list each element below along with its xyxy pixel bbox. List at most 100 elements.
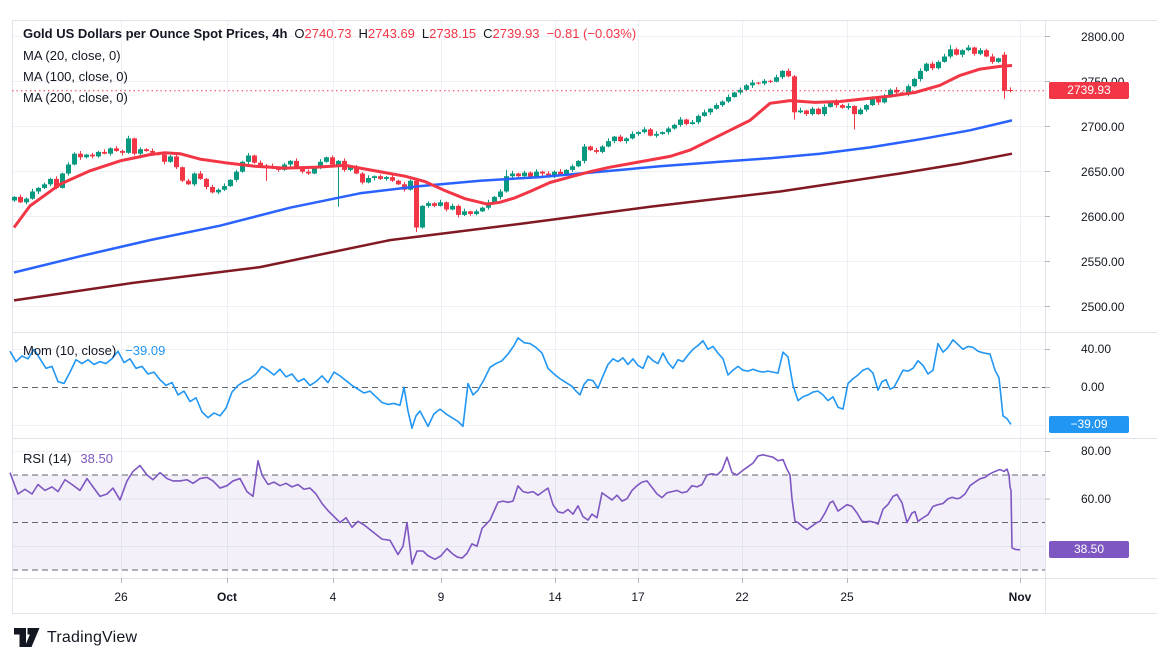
candle-body — [1002, 54, 1007, 91]
candle-body — [246, 155, 251, 162]
candle-body — [468, 211, 473, 214]
symbol-title: Gold US Dollars per Ounce Spot Prices, 4… — [23, 26, 288, 41]
candle-body — [198, 173, 203, 179]
rsi-line — [9, 454, 1021, 565]
candle-body — [294, 160, 299, 168]
candle-body — [570, 166, 575, 170]
rsi-legend-value: 38.50 — [80, 451, 113, 466]
candle-body — [348, 167, 353, 170]
rsi-legend[interactable]: RSI (14) 38.50 — [23, 451, 113, 466]
candle-body — [480, 207, 485, 212]
candle-body — [858, 109, 863, 115]
ohlc-low-label: L — [421, 26, 430, 41]
candle-body — [948, 49, 953, 57]
candle-body — [660, 132, 665, 134]
candle-body — [702, 112, 707, 116]
candle-body — [12, 196, 17, 201]
candle-body — [36, 187, 41, 192]
candle-body — [726, 97, 731, 102]
candle-body — [306, 171, 311, 174]
legend-ma100[interactable]: MA (100, close, 0) — [23, 69, 128, 84]
candle-body — [666, 128, 671, 133]
legend-ma20[interactable]: MA (20, close, 0) — [23, 48, 121, 63]
candle-body — [960, 50, 965, 55]
candle-body — [786, 70, 791, 77]
candle-body — [636, 132, 641, 134]
ma-200-line — [13, 152, 1013, 302]
candle-body — [384, 177, 389, 179]
candle-body — [774, 77, 779, 82]
candle-body — [30, 191, 35, 199]
ma-20-line — [12, 64, 1013, 229]
change-value: −0.81 (−0.03%) — [546, 26, 637, 41]
candle-body — [222, 186, 227, 190]
candle-body — [558, 171, 563, 175]
candle-body — [624, 138, 629, 142]
candle-body — [498, 191, 503, 197]
last-price-badge: 2739.93 — [1049, 82, 1129, 99]
time-axis[interactable] — [12, 578, 1045, 613]
candle-body — [318, 161, 323, 168]
candle-body — [162, 154, 167, 162]
tradingview-logo[interactable]: TradingView — [14, 628, 137, 648]
candle-body — [924, 63, 929, 71]
candle-body — [210, 187, 215, 193]
candle-body — [408, 180, 413, 190]
candle-body — [930, 63, 935, 69]
rsi-value-badge: 38.50 — [1049, 541, 1129, 558]
candle-body — [984, 50, 989, 57]
candle-body — [738, 89, 743, 93]
candle-body — [792, 76, 797, 113]
main-legend[interactable]: Gold US Dollars per Ounce Spot Prices, 4… — [23, 26, 636, 41]
momentum-legend[interactable]: Mom (10, close) −39.09 — [23, 343, 165, 358]
candle-body — [642, 129, 647, 133]
tradingview-logo-text: TradingView — [47, 629, 138, 646]
candle-body — [696, 115, 701, 123]
candle-body — [954, 49, 959, 55]
candle-body — [432, 203, 437, 206]
candle-body — [390, 177, 395, 181]
candle-body — [102, 151, 107, 154]
ohlc-high-label: H — [358, 26, 368, 41]
candle-body — [816, 108, 821, 115]
candle-body — [540, 171, 545, 174]
candlestick-series — [12, 44, 1013, 232]
momentum-line — [9, 337, 1012, 429]
candle-body — [510, 173, 515, 177]
candle-body — [240, 161, 245, 172]
price-axis[interactable] — [1045, 20, 1157, 612]
momentum-legend-value: −39.09 — [125, 343, 166, 358]
candle-body — [582, 146, 587, 161]
momentum-legend-name: Mom (10, close) — [23, 343, 117, 358]
ma-100-line — [13, 119, 1013, 274]
candle-body — [474, 211, 479, 214]
candle-body — [942, 56, 947, 62]
candle-body — [330, 157, 335, 165]
candle-body — [1008, 90, 1013, 92]
candle-body — [144, 149, 149, 151]
candle-body — [882, 96, 887, 103]
candle-body — [972, 47, 977, 54]
candle-body — [414, 180, 419, 228]
candle-body — [288, 160, 293, 165]
ohlc-high-value: 2743.69 — [367, 26, 415, 41]
candle-body — [714, 105, 719, 109]
candle-body — [420, 205, 425, 228]
candle-body — [690, 122, 695, 124]
legend-ma200[interactable]: MA (200, close, 0) — [23, 90, 128, 105]
candle-body — [444, 202, 449, 210]
candle-body — [72, 153, 77, 165]
candle-body — [762, 80, 767, 84]
candle-body — [120, 151, 125, 153]
candle-body — [912, 79, 917, 87]
candle-body — [522, 172, 527, 177]
ohlc-open-label: O — [294, 26, 305, 41]
candle-body — [42, 184, 47, 188]
candle-body — [492, 196, 497, 203]
candle-body — [780, 70, 785, 78]
candle-body — [894, 89, 899, 93]
candle-body — [750, 82, 755, 86]
candle-body — [978, 50, 983, 54]
candle-body — [114, 148, 119, 151]
